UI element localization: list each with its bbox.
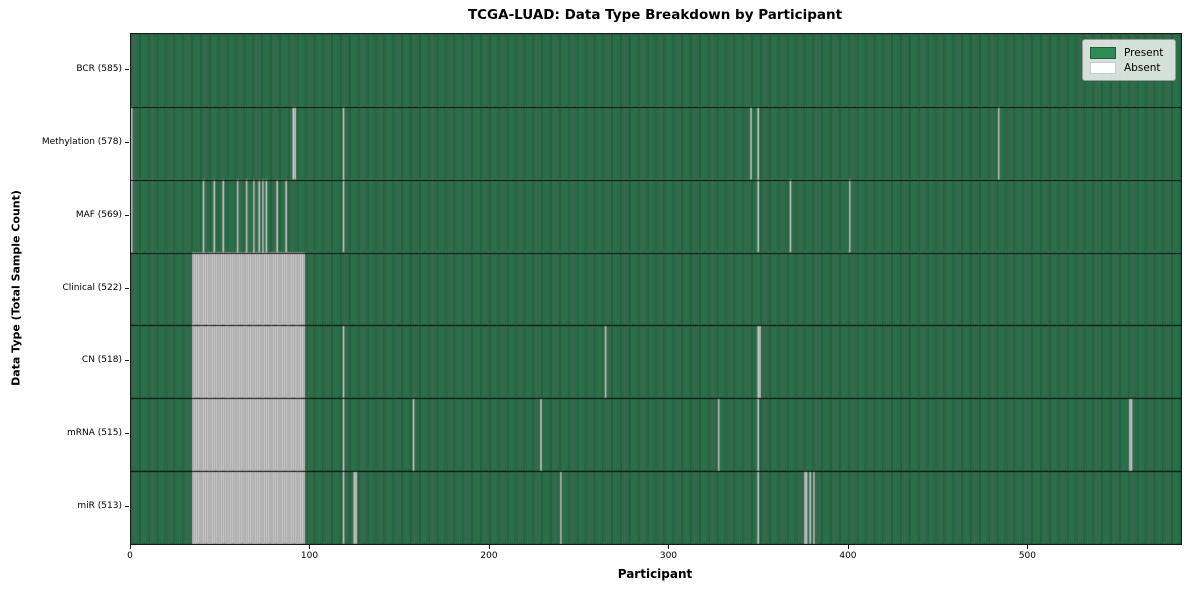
y-tick-label: MAF (569) (75, 209, 122, 220)
x-axis-label: Participant (617, 567, 693, 581)
x-tick-label: 500 (1018, 551, 1037, 561)
y-tick-label: miR (513) (77, 501, 122, 512)
y-tick-label: CN (518) (81, 355, 122, 366)
chart-title: TCGA-LUAD: Data Type Breakdown by Partic… (467, 7, 843, 23)
y-tick-mark (125, 214, 129, 216)
x-tick-label: 0 (127, 551, 133, 561)
legend: Present Absent (1082, 39, 1176, 81)
x-tick-label: 200 (480, 551, 498, 561)
legend-entry-absent: Absent (1090, 60, 1167, 75)
x-tick-label: 400 (839, 551, 857, 561)
x-tick-mark (309, 545, 311, 549)
y-tick-mark (125, 433, 129, 435)
y-tick-mark (125, 506, 129, 508)
absent-swatch-icon (1090, 61, 1116, 74)
y-tick-mark (125, 68, 129, 70)
y-tick-label: mRNA (515) (67, 428, 122, 439)
y-tick-label: BCR (585) (76, 63, 122, 74)
x-tick-mark (1027, 545, 1029, 549)
x-tick-mark (847, 545, 849, 549)
y-tick-label: Clinical (522) (62, 282, 122, 293)
x-tick-label: 100 (300, 551, 319, 561)
x-tick-mark (488, 545, 490, 549)
plot-area (130, 33, 1182, 545)
heatmap-canvas (131, 34, 1181, 544)
y-tick-mark (125, 360, 129, 362)
y-tick-label: Methylation (578) (41, 136, 122, 147)
legend-label-present: Present (1124, 46, 1164, 59)
x-tick-mark (668, 545, 670, 549)
y-tick-mark (125, 141, 129, 143)
legend-entry-present: Present (1090, 45, 1167, 60)
legend-label-absent: Absent (1124, 61, 1161, 74)
y-tick-mark (125, 287, 129, 289)
x-tick-mark (130, 545, 131, 549)
present-swatch-icon (1090, 46, 1116, 59)
x-tick-label: 300 (659, 551, 678, 561)
